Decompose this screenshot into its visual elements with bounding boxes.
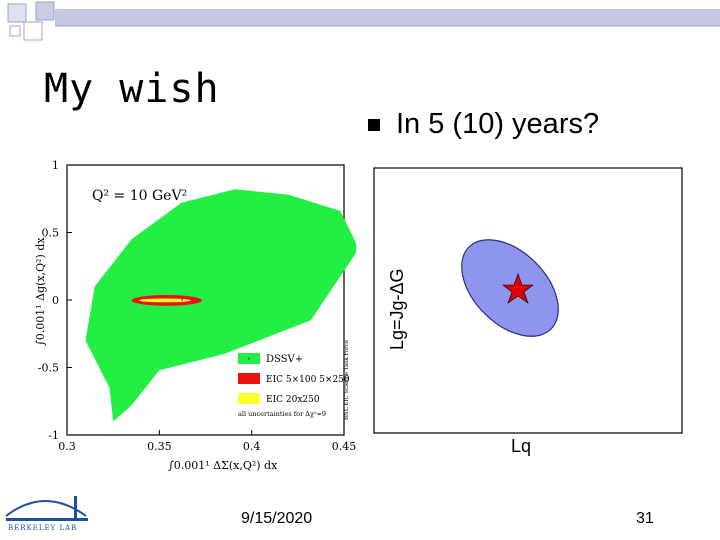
legend-note: all uncertainties for Δχ²=9 [238, 410, 326, 418]
bullet-item: In 5 (10) years? [368, 108, 599, 141]
oam-chart: Lg=Jg-ΔG Lq [373, 167, 683, 456]
side-label: BNL EIC Science Task Force [344, 340, 350, 420]
x-tick-label: 0.4 [243, 440, 261, 453]
slide-title: My wish [44, 66, 220, 112]
legend-item-eic-high: EIC 20x250 [266, 395, 320, 405]
y-tick-label: -0.5 [38, 362, 59, 375]
y-axis-label: ∫0.001¹ Δg(x,Q²) dx [34, 237, 47, 346]
y-tick-label: -1 [48, 429, 59, 442]
x-axis-label: ∫0.001¹ ΔΣ(x,Q²) dx [168, 459, 278, 472]
dssv-region [85, 189, 356, 422]
y-tick-label: 1 [52, 159, 59, 172]
y-tick-label: 0 [52, 294, 59, 307]
decorative-squares [7, 1, 720, 41]
berkeley-lab-logo: BERKELEY LAB [5, 496, 88, 532]
svg-text:*: * [248, 357, 251, 364]
x-axis-label: Lq [511, 436, 531, 456]
central-value-marker: * [181, 298, 184, 305]
dssv-contour-chart: 0.3 0.35 0.4 0.45 -1 -0.5 0 0.5 1 * Q² = 10 GeV²… [30, 148, 356, 486]
page-number: 31 [636, 510, 654, 527]
legend-item-dssv: DSSV+ [266, 354, 303, 365]
chart-annotation: Q² = 10 GeV² [92, 188, 187, 204]
footer-date: 9/15/2020 [241, 510, 313, 527]
y-tick-label: 0.5 [42, 227, 60, 240]
logo-text: BERKELEY LAB [8, 524, 77, 532]
eic-high-region [138, 298, 191, 303]
legend-item-eic-low: EIC 5×100 5×250 [266, 375, 350, 385]
x-tick-label: 0.3 [58, 440, 76, 453]
x-tick-label: 0.45 [332, 440, 356, 453]
y-axis-label: Lg=Jg-ΔG [387, 268, 407, 350]
x-tick-label: 0.35 [147, 440, 172, 453]
square-bullet-icon [368, 118, 380, 131]
star-marker [502, 273, 534, 304]
bullet-text: In 5 (10) years? [396, 108, 600, 140]
legend: * DSSV+ EIC 5×100 5×250 EIC 20x250 all u… [238, 353, 350, 418]
